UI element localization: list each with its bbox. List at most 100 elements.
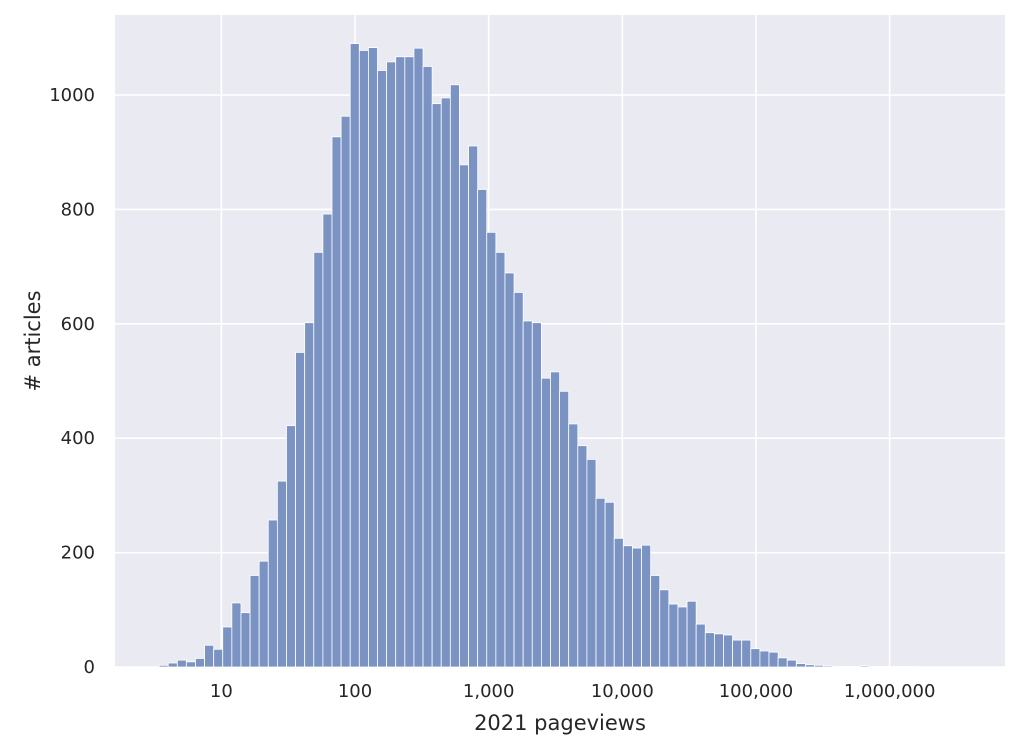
histogram-bar xyxy=(258,560,269,668)
histogram-bar xyxy=(595,497,606,668)
y-axis-label: # articles xyxy=(21,290,45,391)
histogram-bar xyxy=(449,84,460,668)
x-axis-label: 2021 pageviews xyxy=(474,711,646,735)
histogram-bar xyxy=(905,666,916,668)
histogram-bar xyxy=(814,664,825,668)
histogram-bar xyxy=(486,231,497,668)
histogram-bar xyxy=(641,544,652,668)
histogram-bar xyxy=(386,61,397,668)
y-tick-label: 200 xyxy=(61,543,95,564)
histogram-bar xyxy=(513,291,524,668)
histogram-bar xyxy=(377,70,388,668)
histogram-bar xyxy=(632,547,642,668)
histogram-bar xyxy=(404,56,415,668)
histogram-bar xyxy=(695,623,706,668)
histogram-bar xyxy=(249,575,260,668)
x-tick-label: 100,000 xyxy=(719,681,793,702)
histogram-bar xyxy=(559,390,570,668)
histogram-bar xyxy=(777,657,788,668)
histogram-bar xyxy=(686,600,697,668)
histogram-bar xyxy=(286,425,296,668)
histogram-bar xyxy=(368,47,378,668)
histogram-bar xyxy=(185,661,196,668)
x-tick-label: 1,000 xyxy=(463,681,515,702)
histogram-bar xyxy=(167,662,178,668)
histogram-bars xyxy=(158,43,916,668)
histogram-bar xyxy=(586,458,597,668)
x-tick-label: 10,000 xyxy=(591,681,654,702)
histogram-bar xyxy=(331,136,342,668)
histogram-bar xyxy=(732,639,743,668)
histogram-bar xyxy=(823,665,834,668)
histogram-bar xyxy=(741,639,752,668)
histogram-bar xyxy=(304,322,315,668)
histogram-bar xyxy=(504,272,515,668)
histogram-bar xyxy=(568,423,579,668)
histogram-bar xyxy=(768,651,779,668)
histogram-bar xyxy=(176,659,187,668)
histogram-bar xyxy=(495,251,506,668)
histogram-bar xyxy=(786,659,797,668)
histogram-bar xyxy=(313,251,324,668)
histogram-bar xyxy=(704,632,715,668)
histogram-bar xyxy=(668,603,679,668)
histogram-bar xyxy=(850,666,861,668)
histogram-bar xyxy=(431,103,442,668)
histogram-bar xyxy=(759,650,770,668)
histogram-bar xyxy=(659,589,670,668)
histogram-bar xyxy=(613,537,624,668)
histogram-bar xyxy=(896,666,906,668)
histogram-bar xyxy=(604,501,615,668)
y-axis-ticks: 0 200 400 600 800 1000 xyxy=(49,85,95,678)
histogram-bar xyxy=(859,665,870,668)
histogram-bar xyxy=(340,115,351,668)
histogram-bar xyxy=(713,633,724,668)
histogram-bar xyxy=(550,371,560,668)
y-tick-label: 800 xyxy=(61,199,95,220)
histogram-bar xyxy=(622,545,633,668)
histogram-bar xyxy=(468,145,479,668)
histogram-bar xyxy=(231,602,242,668)
histogram-bar xyxy=(868,666,879,668)
x-axis-ticks: 10 100 1,000 10,000 100,000 1,000,000 xyxy=(210,681,936,702)
histogram-bar xyxy=(395,56,406,668)
x-tick-label: 10 xyxy=(210,681,233,702)
y-tick-label: 1000 xyxy=(49,85,95,106)
histogram-bar xyxy=(204,644,215,668)
histogram-bar xyxy=(295,352,306,668)
histogram-bar xyxy=(440,97,451,668)
histogram-bar xyxy=(322,213,333,668)
histogram-bar xyxy=(723,634,733,668)
histogram-bar xyxy=(540,377,551,668)
histogram-bar xyxy=(240,612,251,668)
histogram-bar xyxy=(877,666,888,668)
histogram-bar xyxy=(677,606,688,668)
histogram-bar xyxy=(358,50,369,668)
y-tick-label: 600 xyxy=(61,314,95,335)
histogram-bar xyxy=(158,664,169,668)
histogram-bar xyxy=(422,66,433,668)
histogram-bar xyxy=(531,322,542,668)
histogram-bar xyxy=(459,164,469,668)
y-tick-label: 400 xyxy=(61,428,95,449)
histogram-bar xyxy=(213,648,224,668)
histogram-bar xyxy=(195,658,205,668)
x-tick-label: 1,000,000 xyxy=(844,681,936,702)
histogram-bar xyxy=(886,666,897,668)
histogram-bar xyxy=(841,666,852,668)
histogram-bar xyxy=(477,189,488,668)
histogram-bar xyxy=(413,47,424,668)
histogram-bar xyxy=(522,320,533,668)
histogram-bar xyxy=(349,43,360,668)
histogram-bar xyxy=(805,664,815,668)
y-tick-label: 0 xyxy=(84,657,95,678)
histogram-bar xyxy=(832,666,843,668)
histogram-bar xyxy=(750,648,761,668)
histogram-bar xyxy=(795,663,806,668)
histogram-bar xyxy=(267,519,278,668)
histogram-bar xyxy=(276,480,287,668)
histogram-bar xyxy=(650,575,661,668)
histogram-bar xyxy=(577,445,588,668)
